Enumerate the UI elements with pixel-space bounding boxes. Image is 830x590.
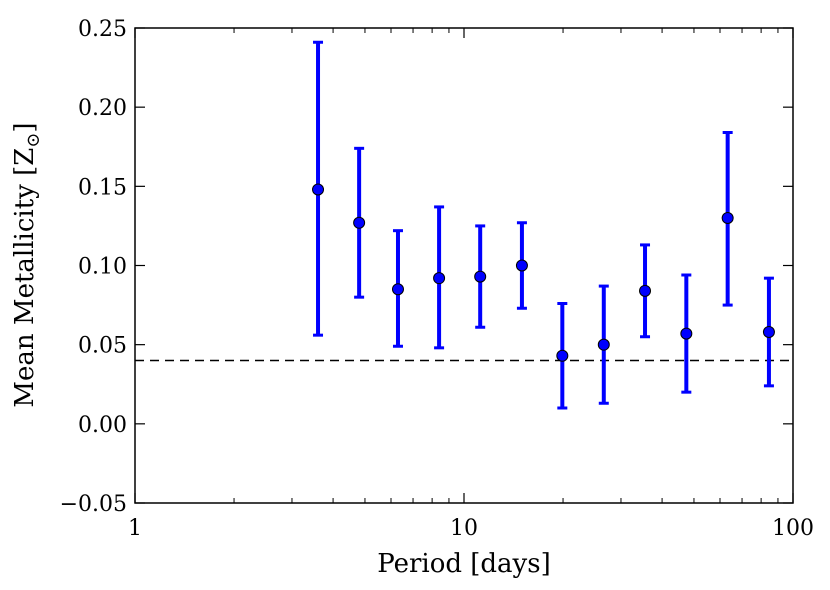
data-point [762,326,775,338]
data-point [639,284,652,297]
data-point [515,259,528,272]
data-point [474,270,487,283]
x-tick-labels: 1 10 100 [128,516,814,541]
minor-ticks [233,28,779,503]
y-tick-labels: −0.05 0.00 0.05 0.10 0.15 0.20 0.25 [60,17,127,517]
y-tick-label: 0.15 [78,175,127,200]
data-points [312,183,775,362]
plot-frame [134,27,794,504]
data-point [353,216,366,229]
data-point [556,349,569,362]
y-axis-label-main: Mean Metallicity [Z [10,148,40,408]
y-tick-label: −0.05 [60,492,127,517]
data-point [680,327,693,340]
x-tick-label: 100 [772,516,814,541]
x-axis-label: Period [days] [377,549,550,579]
data-point [312,183,325,196]
y-tick-label: 0.00 [78,413,127,438]
x-tick-label: 10 [450,516,478,541]
data-point [433,272,446,285]
y-tick-label: 0.05 [78,334,127,359]
y-axis-label-close: ] [10,122,40,132]
y-tick-label: 0.10 [78,255,127,280]
plot-area [135,28,793,503]
y-axis-label-subscript: ⊙ [23,133,44,148]
y-tick-label: 0.25 [78,17,127,42]
data-point [721,212,734,224]
data-point [597,338,610,351]
x-tick-label: 1 [128,516,142,541]
y-tick-label: 0.20 [78,96,127,121]
data-point [391,283,404,296]
y-axis-label: Mean Metallicity [Z⊙] [10,122,44,407]
